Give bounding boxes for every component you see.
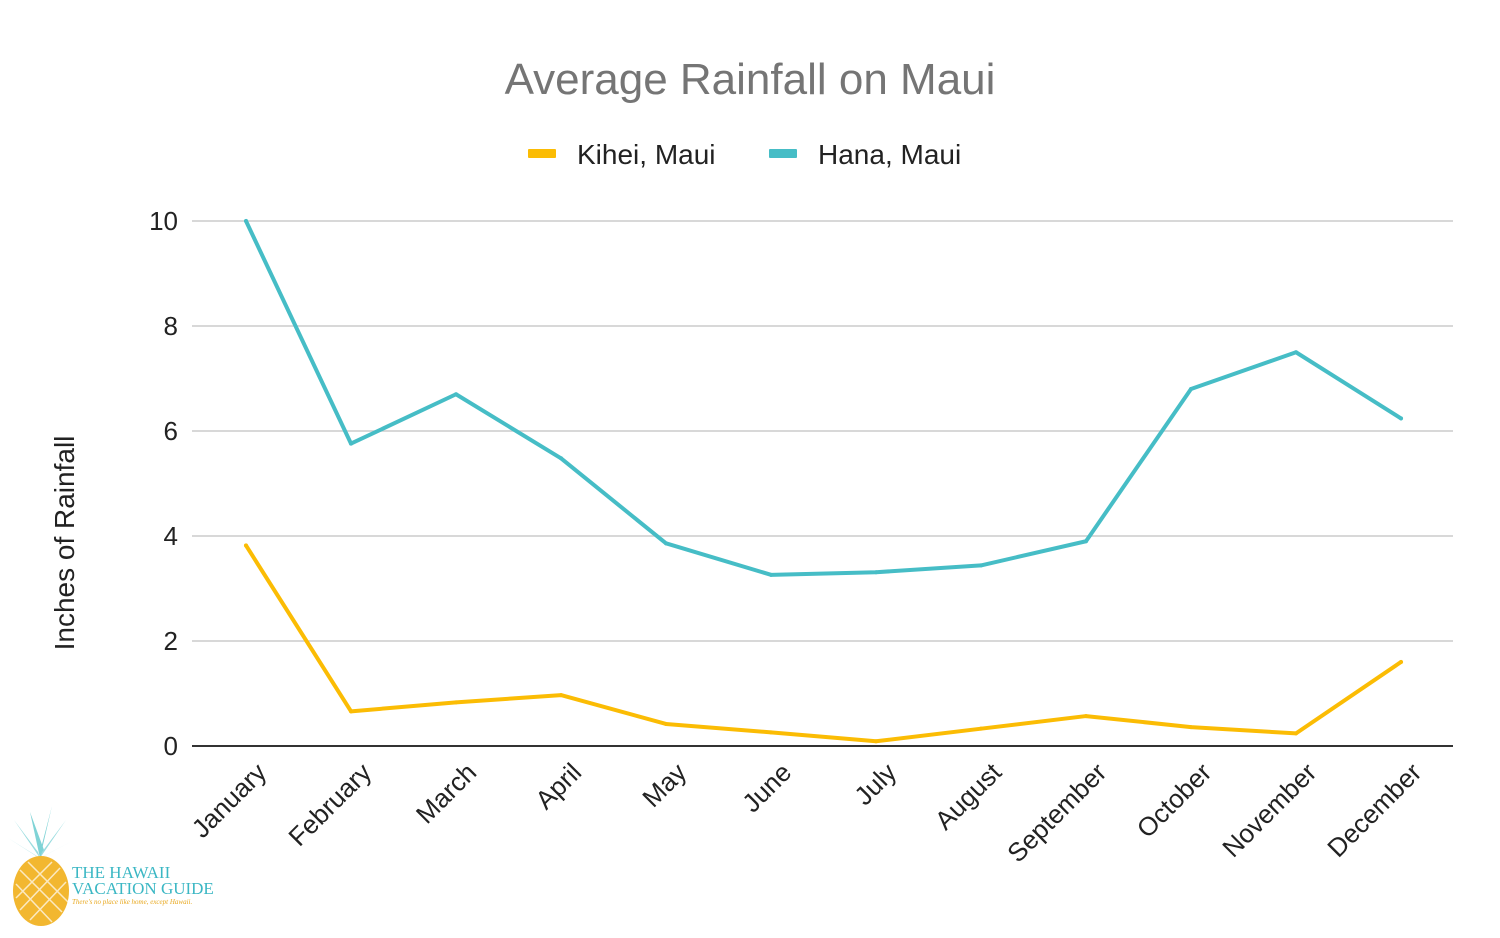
- x-axis-ticks: January February March April May June July Augu…: [186, 756, 1428, 868]
- pineapple-icon: [8, 806, 74, 926]
- data-point-kihei: [454, 700, 458, 705]
- logo-line-1: THE HAWAII: [72, 863, 171, 882]
- x-tick-label: January: [186, 757, 273, 844]
- data-point-hana: [664, 541, 668, 546]
- data-point-hana: [874, 570, 878, 575]
- legend-swatch-kihei: [528, 149, 556, 158]
- y-tick-label: 6: [164, 416, 178, 446]
- x-tick-label: May: [636, 757, 692, 813]
- series-lines: [244, 219, 1403, 744]
- y-tick-label: 0: [164, 731, 178, 761]
- x-tick-label: February: [282, 757, 377, 852]
- data-point-hana: [1189, 387, 1193, 391]
- data-point-kihei: [1294, 731, 1298, 736]
- data-point-hana: [1399, 416, 1403, 421]
- logo-line-2: VACATION GUIDE: [72, 879, 214, 898]
- x-tick-label: December: [1321, 757, 1427, 863]
- data-point-hana: [1084, 539, 1088, 544]
- data-point-kihei: [559, 693, 563, 698]
- x-tick-label: November: [1216, 757, 1322, 863]
- x-tick-label: August: [929, 756, 1008, 835]
- y-tick-label: 10: [149, 206, 178, 236]
- data-point-hana: [769, 572, 773, 577]
- logo-tagline: There's no place like home, except Hawai…: [72, 898, 192, 906]
- data-point-kihei: [874, 739, 878, 744]
- x-tick-label: July: [848, 757, 902, 811]
- x-tick-label: April: [529, 757, 587, 815]
- x-tick-label: October: [1131, 757, 1218, 844]
- gridlines: [192, 220, 1453, 747]
- data-point-kihei: [1189, 725, 1193, 730]
- legend-label-hana: Hana, Maui: [818, 139, 961, 170]
- data-point-hana: [979, 563, 983, 568]
- y-axis-ticks: 0 2 4 6 8 10: [149, 206, 178, 761]
- hawaii-vacation-guide-logo: THE HAWAII VACATION GUIDE There's no pla…: [8, 806, 214, 926]
- y-axis-label: Inches of Rainfall: [49, 436, 80, 651]
- data-point-kihei: [979, 726, 983, 731]
- x-tick-label: September: [1001, 757, 1112, 868]
- y-tick-label: 8: [164, 311, 178, 341]
- data-point-kihei: [244, 543, 248, 548]
- chart-title: Average Rainfall on Maui: [505, 55, 996, 104]
- data-point-kihei: [664, 721, 668, 726]
- data-point-hana: [244, 219, 248, 223]
- data-point-hana: [1294, 350, 1298, 355]
- data-point-kihei: [769, 730, 773, 735]
- data-point-kihei: [349, 709, 353, 714]
- x-tick-label: June: [736, 757, 797, 818]
- legend-swatch-hana: [769, 149, 797, 158]
- data-point-kihei: [1399, 660, 1403, 664]
- series-line-kihei: [244, 543, 1403, 744]
- legend-label-kihei: Kihei, Maui: [577, 139, 716, 170]
- legend: Kihei, Maui Hana, Maui: [528, 139, 961, 170]
- data-point-hana: [559, 456, 563, 461]
- y-tick-label: 4: [164, 521, 178, 551]
- data-point-kihei: [1084, 714, 1088, 719]
- data-point-hana: [349, 441, 353, 446]
- data-point-hana: [454, 392, 458, 397]
- x-tick-label: March: [410, 757, 482, 829]
- y-tick-label: 2: [164, 626, 178, 656]
- series-line-hana: [244, 219, 1403, 577]
